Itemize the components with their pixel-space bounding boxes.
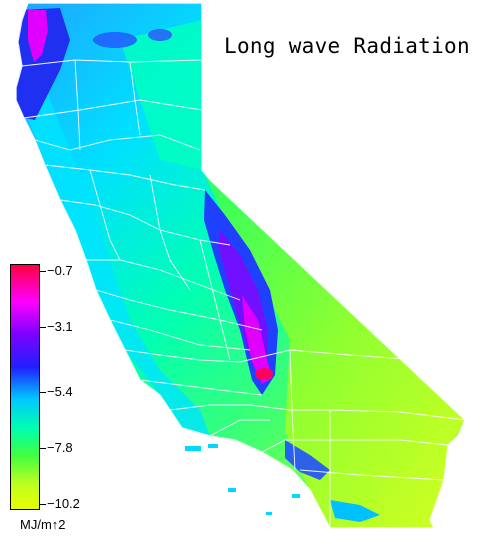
scale-label-min: −10.2 [47,496,80,511]
scale-tick-4 [40,504,46,505]
scale-tick-2 [40,392,46,393]
scale-units: MJ/m↑2 [20,517,66,532]
scale-tick-1 [40,327,46,328]
map-title: Long wave Radiation [224,34,470,58]
color-scale-bar [10,264,40,510]
scale-label-3: −5.4 [47,384,73,399]
scale-label-4: −7.8 [47,440,73,455]
scale-label-2: −3.1 [47,319,73,334]
scale-tick-3 [40,448,46,449]
scale-tick-0 [40,271,46,272]
scale-label-max: −0.7 [47,263,73,278]
channel-islands [185,444,300,515]
